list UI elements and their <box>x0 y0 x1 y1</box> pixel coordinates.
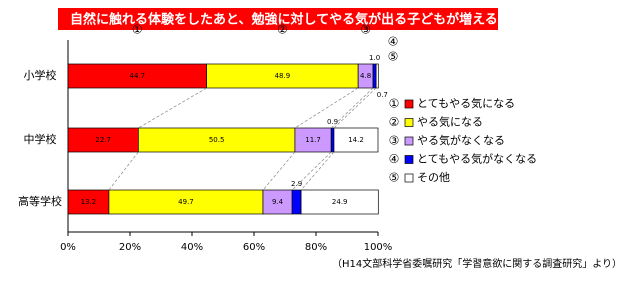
legend-label: とてもやる気になる <box>417 96 515 110</box>
x-tick-label: 80% <box>305 242 327 253</box>
segment-marker: ④ <box>388 35 399 49</box>
bar-segment <box>138 127 296 153</box>
legend-swatch <box>404 173 414 183</box>
connector <box>300 151 335 191</box>
bar-segment <box>206 63 359 89</box>
segment-marker: ⑤ <box>388 50 399 64</box>
value-label: 4.8 <box>360 72 371 80</box>
x-tick-label: 0% <box>60 242 76 253</box>
x-tick-label: 40% <box>181 242 203 253</box>
category-label: 高等学校 <box>18 194 62 208</box>
title-bar <box>58 8 498 30</box>
connector <box>291 151 332 191</box>
bar-segment <box>67 127 139 153</box>
connector <box>108 151 139 191</box>
connector <box>294 87 359 129</box>
value-label: 0.7 <box>377 91 388 99</box>
value-label: 49.7 <box>178 198 194 206</box>
connector <box>262 151 296 191</box>
value-label: 24.9 <box>332 198 348 206</box>
legend-label: とてもやる気がなくなる <box>417 152 537 166</box>
value-label: 48.9 <box>275 72 291 80</box>
connector <box>333 87 377 129</box>
category-label: 小学校 <box>24 68 57 82</box>
source-note: （H14文部科学省委嘱研究「学習意欲に関する調査研究」より） <box>332 257 622 270</box>
value-label: 44.7 <box>129 72 145 80</box>
legend-swatch <box>404 118 414 127</box>
value-label: 1.0 <box>369 54 380 62</box>
x-tick-label: 60% <box>243 242 265 253</box>
legend-label: やる気がなくなる <box>417 133 505 147</box>
segment-marker: ② <box>277 23 288 37</box>
bar-segment <box>375 63 379 89</box>
legend-swatch <box>404 99 414 109</box>
legend-marker: ④ <box>389 152 400 166</box>
segment-marker: ① <box>132 23 143 37</box>
legend-label: やる気になる <box>417 115 483 129</box>
chart-title: 自然に触れる体験をしたあと、勉強に対してやる気が出る子どもが増える <box>70 12 498 28</box>
segment-marker: ③ <box>360 23 371 37</box>
value-label: 0.9 <box>327 118 338 126</box>
connector <box>138 87 207 129</box>
value-label: 13.2 <box>81 198 97 206</box>
bar-segment <box>67 189 110 215</box>
legend-marker: ② <box>389 115 400 129</box>
value-label: 14.2 <box>348 136 364 144</box>
legend-marker: ① <box>389 97 400 111</box>
value-label: 22.7 <box>95 136 111 144</box>
legend-swatch <box>404 155 414 164</box>
value-label: 9.4 <box>272 198 284 206</box>
value-label: 2.9 <box>291 180 302 188</box>
bar-segment <box>333 127 379 153</box>
legend-swatch <box>404 136 414 146</box>
bar-segment <box>294 127 332 153</box>
legend-marker: ⑤ <box>389 171 400 185</box>
legend-label: その他 <box>417 171 450 184</box>
bar-segment <box>108 189 264 215</box>
bar-segment <box>67 63 207 89</box>
bar-segment <box>330 127 335 153</box>
x-tick-label: 100% <box>364 242 393 253</box>
value-label: 11.7 <box>305 136 321 144</box>
x-tick-label: 20% <box>119 242 141 253</box>
category-label: 中学校 <box>24 132 57 146</box>
bar-segment <box>291 189 302 215</box>
legend-marker: ③ <box>389 134 400 148</box>
bar-segment <box>300 189 379 215</box>
bar-segment <box>372 63 377 89</box>
bar-segment <box>262 189 293 215</box>
value-label: 50.5 <box>209 136 225 144</box>
